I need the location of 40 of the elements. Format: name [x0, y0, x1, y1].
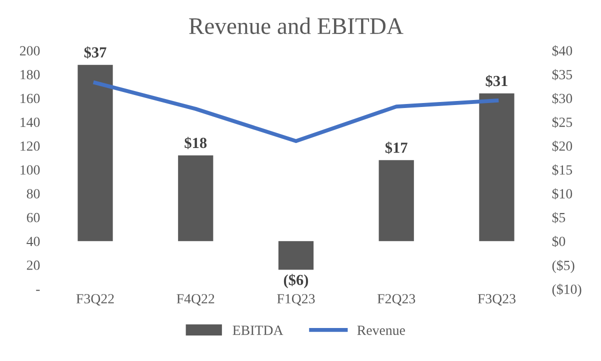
y-tick-label: 120	[20, 141, 40, 151]
y2-tick-label: ($10)	[552, 284, 582, 297]
x-tick-label: F4Q22	[176, 294, 214, 306]
y2-tick-label: $30	[552, 92, 572, 104]
y2-tick-label: $20	[552, 140, 572, 152]
y2-tick-label: ($5)	[552, 260, 574, 273]
bar	[278, 241, 314, 270]
bar	[378, 160, 414, 242]
bar	[78, 64, 113, 242]
y-tick-label: 100	[20, 165, 40, 175]
bar	[479, 93, 514, 242]
y-tick-label: 200	[20, 46, 40, 56]
y-tick-label: 20	[26, 260, 40, 270]
chart-title: Revenue and EBITDA	[189, 17, 404, 34]
legend-label: EBITDA	[232, 326, 284, 335]
y-tick-label: 60	[26, 212, 40, 222]
y-tick-label: 140	[20, 118, 40, 127]
y-tick-label: -	[36, 290, 40, 291]
x-tick-label: F3Q23	[478, 294, 516, 306]
bar	[178, 155, 214, 242]
y-tick-label: 160	[20, 94, 40, 104]
data-label: ($6)	[284, 274, 308, 288]
legend-label: Revenue	[357, 326, 405, 335]
data-label: $17	[385, 142, 408, 154]
x-tick-label: F3Q22	[76, 294, 114, 306]
data-label: $18	[184, 136, 207, 150]
data-label: $31	[486, 74, 508, 88]
y2-tick-label: $15	[552, 164, 572, 176]
y2-tick-label: $35	[552, 69, 572, 80]
y-tick-label: 180	[20, 70, 40, 80]
data-label: $37	[84, 46, 106, 59]
y2-tick-label: $40	[552, 45, 572, 56]
y-tick-label: 40	[26, 236, 40, 246]
x-tick-label: F2Q23	[377, 294, 416, 306]
y-tick-label: 80	[26, 189, 40, 198]
y2-tick-label: $5	[552, 212, 566, 224]
y2-tick-label: $0	[552, 236, 566, 248]
x-tick-label: F1Q23	[277, 294, 315, 306]
y2-tick-label: $10	[552, 188, 572, 200]
y2-tick-label: $25	[552, 116, 572, 128]
